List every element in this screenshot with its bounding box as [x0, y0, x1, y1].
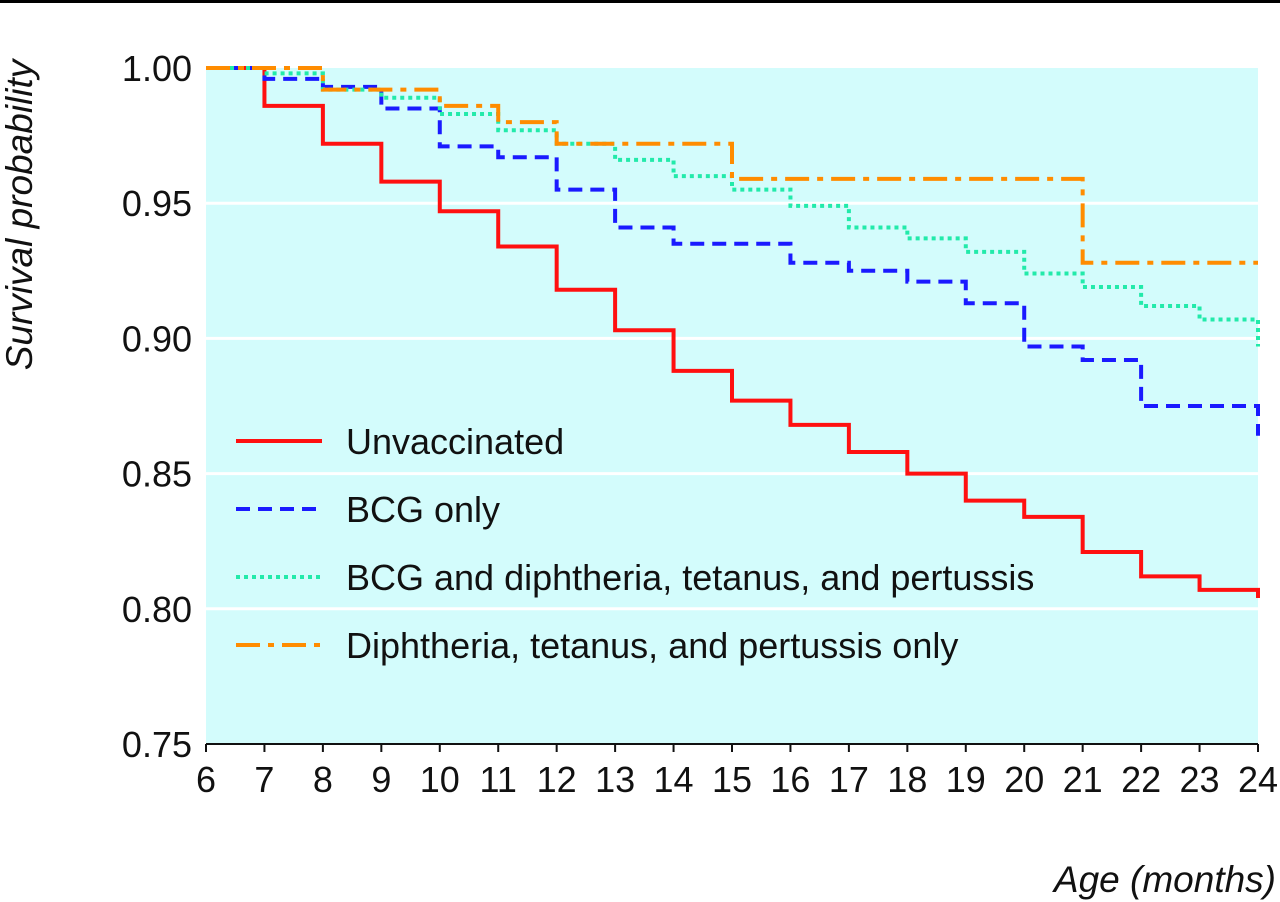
x-tick-label: 7 [254, 759, 274, 800]
gridlines [206, 201, 1258, 611]
x-tick-label: 13 [595, 759, 635, 800]
y-tick-label: 0.75 [122, 724, 192, 765]
top-rule [0, 0, 1280, 3]
x-tick-label: 20 [1004, 759, 1044, 800]
x-tick-label: 12 [537, 759, 577, 800]
legend: Unvaccinated BCG only BCG and diphtheria, … [236, 421, 1034, 666]
y-tick-label: 0.80 [122, 589, 192, 630]
x-tick-label: 8 [313, 759, 333, 800]
series-line-1 [206, 66, 1260, 598]
y-tick-label: 0.85 [122, 454, 192, 495]
legend-label: BCG and diphtheria, tetanus, and pertuss… [346, 557, 1034, 598]
x-tick-label: 9 [371, 759, 391, 800]
x-axis-title: Age (months) [1052, 859, 1276, 900]
legend-label: Unvaccinated [346, 421, 564, 462]
x-tick-label: 22 [1121, 759, 1161, 800]
series-line-4 [206, 66, 1258, 265]
x-tick-label: 21 [1063, 759, 1103, 800]
x-tick-label: 18 [887, 759, 927, 800]
series-line-2 [206, 66, 1260, 436]
y-tick-label: 1.00 [122, 48, 192, 89]
x-tick-label: 10 [420, 759, 460, 800]
x-tick-label: 16 [770, 759, 810, 800]
x-tick-label: 19 [946, 759, 986, 800]
legend-label: BCG only [346, 489, 500, 530]
x-tick-label: 23 [1180, 759, 1220, 800]
legend-label: Diphtheria, tetanus, and pertussis only [346, 625, 958, 666]
y-axis-title: Survival probability [0, 57, 40, 370]
x-tick-label: 24 [1238, 759, 1278, 800]
x-tick-label: 14 [654, 759, 694, 800]
y-tick-label: 0.90 [122, 318, 192, 359]
x-tick-label: 6 [196, 759, 216, 800]
y-tick-label: 0.95 [122, 183, 192, 224]
x-tick-label: 15 [712, 759, 752, 800]
x-tick-label: 11 [480, 759, 517, 800]
x-tick-label: 17 [829, 759, 869, 800]
axis-layer: 6 7 8 9 10 11 12 13 14 15 16 17 18 19 20 21 22 23 24 0.75 0.… [122, 48, 1278, 800]
series-layer [206, 66, 1260, 598]
